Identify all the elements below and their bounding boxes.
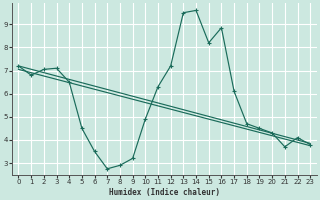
X-axis label: Humidex (Indice chaleur): Humidex (Indice chaleur) — [109, 188, 220, 197]
